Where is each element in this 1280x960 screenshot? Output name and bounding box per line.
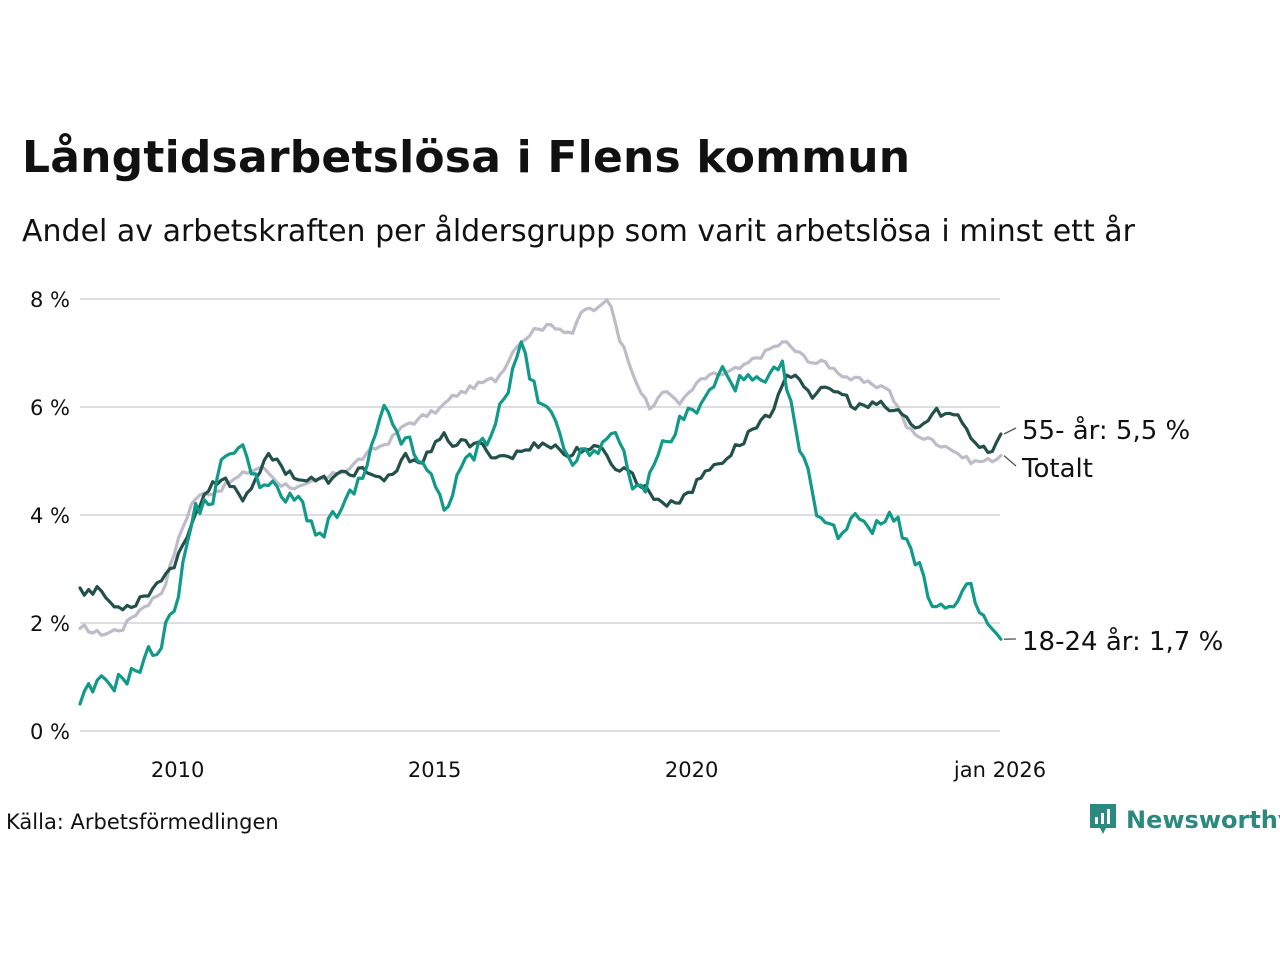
brand-name: Newsworthy bbox=[1126, 806, 1280, 834]
y-tick-label: 8 % bbox=[30, 288, 70, 312]
chart-subtitle: Andel av arbetskraften per åldersgrupp s… bbox=[22, 214, 1135, 249]
x-tick-label: jan 2026 bbox=[953, 758, 1046, 782]
newsworthy-logo[interactable]: Newsworthy bbox=[1088, 802, 1280, 838]
leader-line-total bbox=[1003, 455, 1017, 467]
y-tick-label: 6 % bbox=[30, 396, 70, 420]
end-label-layer: Totalt 55- år: 5,5 % 18-24 år: 1,7 % bbox=[1003, 415, 1223, 657]
y-tick-label: 0 % bbox=[30, 720, 70, 744]
axis-layer: 0 % 2 % 4 % 6 % 8 % 2010 2015 2020 jan 2026 bbox=[30, 288, 1046, 782]
y-tick-label: 4 % bbox=[30, 504, 70, 528]
leader-line-senior bbox=[1003, 427, 1017, 435]
x-tick-label: 2010 bbox=[151, 758, 204, 782]
series-line-total bbox=[78, 298, 1003, 637]
x-tick-label: 2015 bbox=[408, 758, 461, 782]
series-layer bbox=[78, 298, 1003, 706]
grid-layer bbox=[80, 298, 1000, 732]
newsworthy-icon bbox=[1090, 804, 1116, 834]
series-line-senior bbox=[78, 373, 1003, 612]
end-label-senior: 55- år: 5,5 % bbox=[1022, 415, 1190, 446]
chart-title: Långtidsarbetslösa i Flens kommun bbox=[22, 132, 911, 183]
source-note: Källa: Arbetsförmedlingen bbox=[6, 810, 279, 834]
end-label-total: Totalt bbox=[1021, 454, 1093, 484]
y-tick-label: 2 % bbox=[30, 612, 70, 636]
end-label-youth: 18-24 år: 1,7 % bbox=[1022, 626, 1223, 657]
x-tick-label: 2020 bbox=[665, 758, 718, 782]
series-line-youth bbox=[78, 340, 1003, 706]
